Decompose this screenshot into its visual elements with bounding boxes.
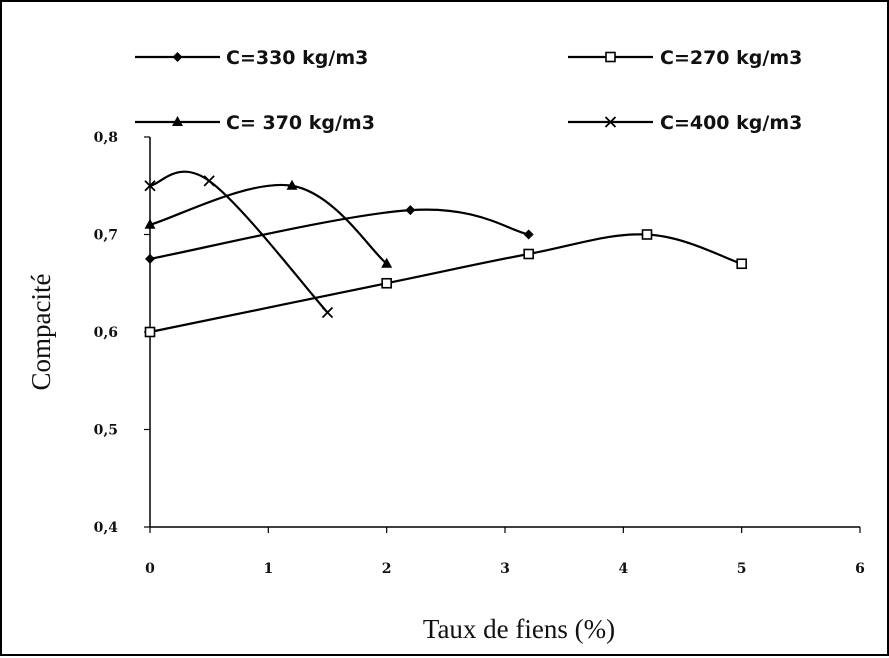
data-point <box>203 175 215 187</box>
data-point <box>523 248 534 260</box>
x-tick-label: 1 <box>263 561 273 577</box>
y-tick-label: 0,4 <box>94 520 119 536</box>
x-tick-labels: 0 1 2 3 4 5 6 <box>145 527 865 577</box>
y-tick-label: 0,8 <box>94 130 118 146</box>
series-lines <box>149 170 742 334</box>
y-tick-label: 0,6 <box>94 325 118 341</box>
data-point <box>736 258 747 270</box>
legend-marker <box>172 52 183 62</box>
data-point <box>144 218 156 229</box>
y-tick-label: 0,5 <box>94 423 118 439</box>
x-tick-label: 3 <box>500 561 510 577</box>
series-line-1 <box>149 208 529 260</box>
data-point <box>641 229 653 240</box>
data-point <box>381 277 392 289</box>
y-tick-labels: 0,4 0,5 0,6 0,7 0,8 <box>94 130 150 536</box>
data-point <box>144 180 156 192</box>
legend-marker <box>172 116 183 126</box>
data-point <box>145 253 155 264</box>
x-tick-label: 5 <box>737 561 747 577</box>
y-axis-title: Compacité <box>26 274 56 391</box>
legend-label: C=400 kg/m3 <box>660 112 802 134</box>
legend-label: C= 370 kg/m3 <box>226 112 375 134</box>
x-axis-title: Taux de fiens (%) <box>423 614 615 644</box>
x-tick-label: 2 <box>382 561 392 577</box>
data-point <box>321 306 334 319</box>
data-point <box>286 179 298 190</box>
data-point <box>405 205 416 216</box>
legend-marker <box>604 116 617 128</box>
data-point <box>144 326 156 338</box>
y-tick-label: 0,7 <box>94 228 118 244</box>
legend-label: C=270 kg/m3 <box>660 47 802 69</box>
series-line-2 <box>149 233 742 334</box>
axes <box>149 137 860 528</box>
series-markers <box>144 175 747 338</box>
x-tick-label: 6 <box>855 561 865 577</box>
legend: C=330 kg/m3 C=270 kg/m3 C= 370 kg/m3 C=400 … <box>135 47 802 134</box>
legend-label: C=330 kg/m3 <box>226 47 368 69</box>
x-tick-label: 4 <box>618 561 628 577</box>
x-tick-label: 0 <box>145 561 155 577</box>
series-line-4 <box>149 170 329 314</box>
legend-marker <box>605 51 616 63</box>
data-point <box>523 229 534 240</box>
data-point <box>381 257 393 268</box>
